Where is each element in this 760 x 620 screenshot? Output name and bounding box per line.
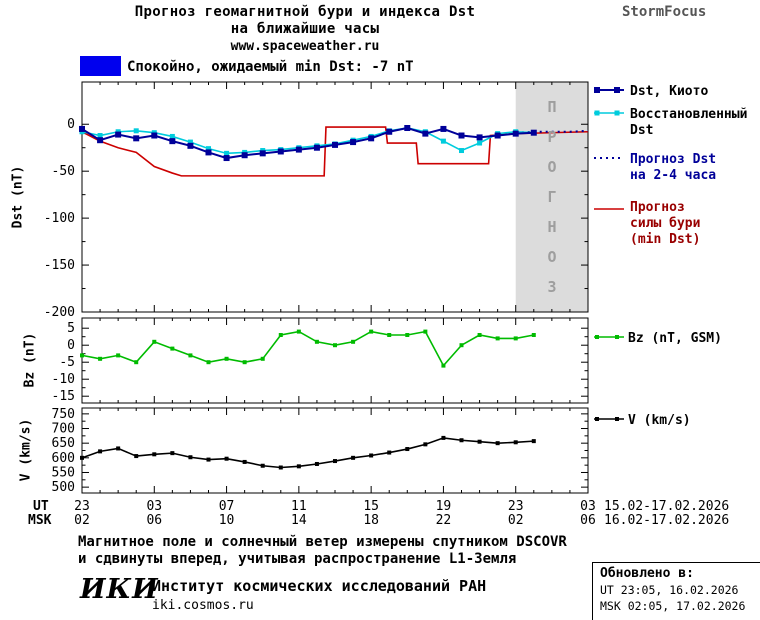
dst-axis-label: Dst (nT) (10, 165, 26, 229)
legend-bz: Bz (nT, GSM) (628, 331, 722, 346)
bz-axis-label: Bz (nT) (22, 332, 38, 388)
forecast-region (515, 82, 588, 312)
svg-text:06: 06 (146, 513, 162, 528)
svg-text:23: 23 (508, 499, 524, 514)
updated-block: Обновлено в: UT 23:05, 16.02.2026 MSK 02… (592, 562, 760, 620)
legend-v: V (km/s) (628, 413, 691, 428)
legend-storm-line1: Прогноз (630, 200, 685, 215)
svg-text:650: 650 (52, 436, 75, 451)
svg-text:MSK: MSK (28, 513, 52, 528)
legend-dst-kyoto: Dst, Киото (630, 84, 709, 99)
svg-text:07: 07 (219, 499, 235, 514)
status-label: Спокойно, ожидаемый min Dst: -7 nT (127, 59, 414, 75)
institute-site-link: iki.cosmos.ru (152, 598, 254, 613)
svg-text:15: 15 (363, 499, 379, 514)
svg-text:-150: -150 (44, 258, 75, 273)
svg-text:700: 700 (52, 422, 75, 437)
series-bz (81, 330, 534, 367)
forecast-region-label: ПРОГНОЗ (543, 98, 561, 308)
svg-text:02: 02 (508, 513, 524, 528)
iki-logo: ИКИ (80, 574, 159, 605)
series-dst_kyoto (81, 126, 534, 160)
page-title-line1: Прогноз геомагнитной бури и индекса Dst (134, 4, 476, 20)
page-title-line2: на ближайшие часы (230, 21, 380, 37)
svg-text:5: 5 (67, 321, 75, 336)
legend-storm-line2: силы бури (630, 216, 701, 231)
updated-ut: UT 23:05, 16.02.2026 (600, 583, 739, 597)
legend-storm-line3: (min Dst) (630, 232, 701, 247)
svg-text:-5: -5 (59, 355, 75, 370)
svg-text:-15: -15 (52, 389, 75, 404)
svg-text:11: 11 (291, 499, 307, 514)
legend-forecast-dst-line1: Прогноз Dst (630, 152, 717, 167)
svg-text:10: 10 (219, 513, 235, 528)
series-forecast_storm (81, 126, 589, 177)
svg-text:-100: -100 (44, 211, 75, 226)
svg-text:15.02-17.02.2026: 15.02-17.02.2026 (604, 499, 729, 514)
brand-label: StormFocus (622, 4, 707, 20)
svg-text:600: 600 (52, 451, 75, 466)
legend-dst-restored-line2: Dst (630, 123, 654, 138)
svg-text:750: 750 (52, 407, 75, 422)
svg-text:UT: UT (33, 499, 49, 514)
svg-text:16.02-17.02.2026: 16.02-17.02.2026 (604, 513, 729, 528)
svg-text:03: 03 (580, 499, 596, 514)
updated-label: Обновлено в: (600, 566, 694, 581)
svg-text:23: 23 (74, 499, 90, 514)
status-color-swatch (80, 56, 121, 76)
footer-note-line1: Магнитное поле и солнечный ветер измерен… (78, 534, 567, 550)
svg-text:06: 06 (580, 513, 596, 528)
svg-text:0: 0 (67, 338, 75, 353)
svg-text:18: 18 (363, 513, 379, 528)
legend-dst-restored-line1: Восстановленный (630, 107, 748, 122)
series-dst_restored (81, 127, 534, 155)
footer-note-line2: и сдвинуты вперед, учитывая распростране… (78, 551, 517, 567)
v-axis-label: V (km/s) (18, 418, 34, 482)
svg-text:19: 19 (436, 499, 452, 514)
svg-text:-200: -200 (44, 305, 75, 320)
updated-msk: MSK 02:05, 17.02.2026 (600, 599, 746, 613)
svg-text:-50: -50 (52, 164, 75, 179)
legend-forecast-dst-line2: на 2-4 часа (630, 168, 717, 183)
svg-text:-10: -10 (52, 372, 75, 387)
website-link: www.spaceweather.ru (230, 39, 380, 54)
svg-text:0: 0 (67, 117, 75, 132)
svg-text:500: 500 (52, 480, 75, 495)
institute-name: Институт космических исследований РАН (152, 577, 487, 595)
series-v (81, 437, 534, 469)
svg-text:02: 02 (74, 513, 90, 528)
svg-text:550: 550 (52, 465, 75, 480)
svg-text:03: 03 (146, 499, 162, 514)
svg-text:22: 22 (436, 513, 452, 528)
svg-text:14: 14 (291, 513, 307, 528)
